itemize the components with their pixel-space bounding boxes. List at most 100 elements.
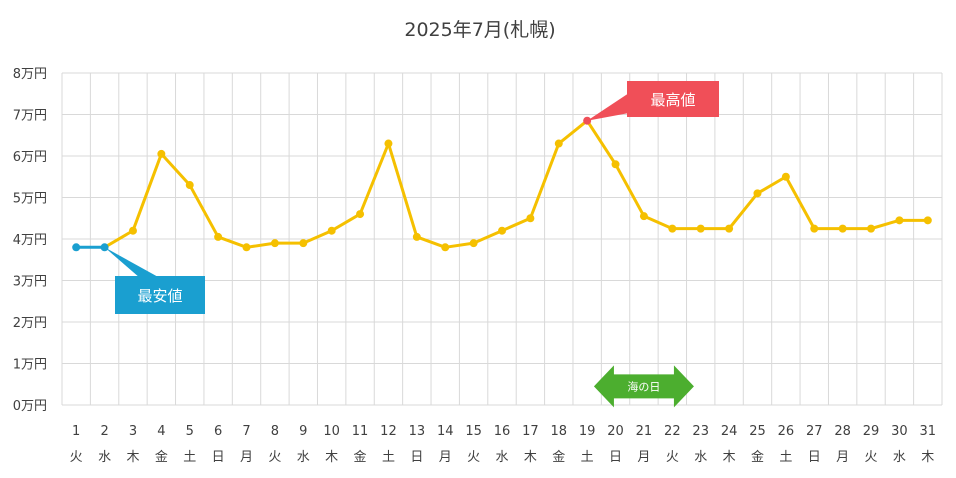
x-tick-label-day: 8	[271, 424, 279, 439]
x-tick-label-weekday: 日	[808, 450, 821, 465]
series-line-segment	[869, 218, 901, 231]
holiday-label: 海の日	[627, 379, 660, 393]
x-tick-label-weekday: 日	[410, 450, 423, 465]
highest-callout-pointer	[587, 93, 629, 121]
x-tick-label-day: 28	[834, 424, 851, 439]
x-tick-label-weekday: 木	[921, 450, 934, 465]
x-tick-label-weekday: 金	[552, 449, 565, 465]
x-tick-label-day: 21	[636, 424, 653, 439]
data-point	[157, 149, 166, 158]
x-tick-label-weekday: 火	[865, 450, 878, 465]
y-tick-label: 3万円	[13, 275, 47, 290]
x-tick-label-day: 23	[692, 424, 709, 439]
x-tick-label-weekday: 土	[183, 450, 196, 465]
series-line-segment	[472, 229, 504, 245]
y-tick-label: 6万円	[13, 150, 47, 165]
x-tick-label-day: 5	[186, 424, 194, 439]
data-point	[668, 224, 677, 233]
x-tick-label-day: 27	[806, 424, 823, 439]
x-tick-label-day: 14	[437, 424, 454, 439]
x-tick-label-weekday: 水	[98, 450, 111, 465]
series-line-segment	[131, 152, 163, 233]
x-tick-label-weekday: 金	[751, 449, 764, 465]
x-tick-label-weekday: 木	[524, 450, 537, 465]
series-line-segment	[103, 229, 135, 249]
data-point	[696, 224, 705, 233]
x-tick-label-weekday: 月	[439, 450, 452, 465]
series-line-segment	[216, 235, 249, 249]
data-point	[725, 224, 734, 233]
x-tick-label-day: 4	[157, 424, 165, 439]
x-tick-label-day: 25	[749, 424, 766, 439]
data-point	[299, 239, 308, 248]
x-tick-label-day: 17	[522, 424, 539, 439]
x-tick-label-weekday: 月	[240, 450, 253, 465]
data-point	[611, 160, 620, 169]
series-line-segment	[188, 183, 220, 239]
x-tick-label-day: 26	[778, 424, 795, 439]
highest-callout-label: 最高値	[650, 91, 695, 109]
holiday-marker: 海の日	[593, 365, 694, 408]
series-line-segment	[159, 152, 192, 187]
data-point	[441, 243, 450, 252]
price-series	[72, 116, 932, 252]
holiday-arrow-shape	[593, 365, 694, 408]
data-point	[356, 210, 365, 219]
x-tick-label-day: 12	[380, 424, 397, 439]
x-tick-label-weekday: 土	[779, 450, 792, 465]
series-line-segment	[755, 175, 788, 195]
series-line-segment	[301, 229, 334, 245]
data-point	[781, 172, 790, 181]
x-tick-label-weekday: 水	[893, 450, 906, 465]
x-tick-label-day: 18	[551, 424, 568, 439]
x-tick-label-day: 24	[721, 424, 738, 439]
y-tick-label: 2万円	[13, 316, 47, 331]
series-line-segment	[528, 142, 561, 220]
data-point	[242, 243, 251, 252]
series-line-segment	[642, 214, 674, 231]
x-tick-label-weekday: 水	[495, 450, 508, 465]
data-point	[469, 239, 478, 248]
data-point	[526, 214, 535, 223]
x-tick-label-weekday: 土	[382, 450, 395, 465]
callouts: 最安値 最高値	[104, 81, 719, 314]
x-tick-label-weekday: 木	[126, 450, 139, 465]
y-tick-label: 8万円	[13, 67, 47, 82]
data-point	[384, 139, 393, 148]
x-tick-label-day: 15	[465, 424, 482, 439]
series-line-segment	[358, 142, 390, 216]
x-tick-label-day: 3	[129, 424, 137, 439]
data-point	[639, 212, 648, 221]
series-line-segment	[784, 175, 816, 231]
y-tick-label: 7万円	[13, 109, 47, 124]
x-tick-label-weekday: 金	[354, 449, 367, 465]
x-tick-label-day: 10	[323, 424, 340, 439]
x-tick-label-day: 13	[409, 424, 426, 439]
series-line-segment	[500, 216, 532, 233]
x-tick-label-day: 11	[352, 424, 369, 439]
x-tick-label-day: 29	[863, 424, 880, 439]
data-point	[327, 226, 336, 235]
y-tick-label: 5万円	[13, 192, 47, 207]
x-tick-label-weekday: 金	[155, 449, 168, 465]
series-line-segment	[585, 119, 618, 166]
data-point	[923, 216, 932, 225]
x-tick-label-weekday: 月	[637, 450, 650, 465]
x-tick-label-day: 2	[100, 424, 108, 439]
lowest-callout-label: 最安値	[137, 287, 182, 305]
data-point	[838, 224, 847, 233]
x-axis-labels: 1火2水3木4金5土6日7月8火9水10木11金12土13日14月15火16水1…	[70, 424, 936, 465]
chart-title: 2025年7月(札幌)	[404, 19, 555, 41]
data-point	[895, 216, 904, 225]
x-tick-label-weekday: 日	[212, 450, 225, 465]
x-tick-label-weekday: 火	[268, 450, 281, 465]
x-tick-label-day: 20	[607, 424, 624, 439]
x-tick-label-day: 6	[214, 424, 222, 439]
x-tick-label-weekday: 日	[609, 450, 622, 465]
series-line-segment	[415, 235, 447, 249]
x-tick-label-weekday: 火	[666, 450, 679, 465]
series-line-segment	[557, 119, 589, 146]
x-tick-label-day: 22	[664, 424, 681, 439]
